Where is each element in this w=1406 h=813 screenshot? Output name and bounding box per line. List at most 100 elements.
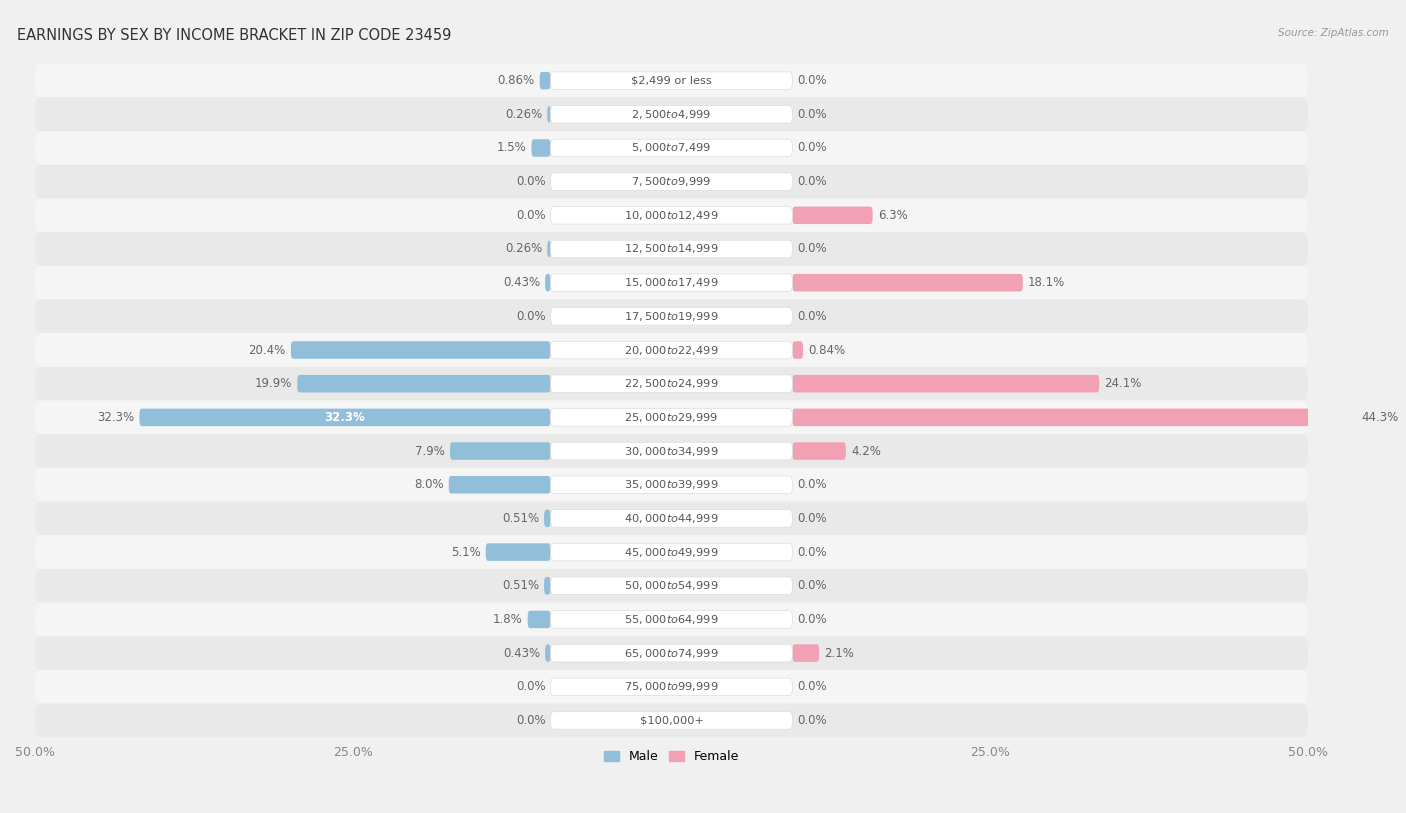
- Text: 5.1%: 5.1%: [451, 546, 481, 559]
- Text: 0.26%: 0.26%: [505, 108, 543, 121]
- Text: 0.0%: 0.0%: [797, 478, 827, 491]
- FancyBboxPatch shape: [551, 577, 793, 594]
- FancyBboxPatch shape: [547, 106, 551, 123]
- Text: $2,500 to $4,999: $2,500 to $4,999: [631, 108, 711, 121]
- FancyBboxPatch shape: [35, 63, 1308, 98]
- Text: 0.0%: 0.0%: [516, 175, 546, 188]
- Text: 0.0%: 0.0%: [797, 175, 827, 188]
- FancyBboxPatch shape: [531, 139, 551, 157]
- Text: $12,500 to $14,999: $12,500 to $14,999: [624, 242, 718, 255]
- FancyBboxPatch shape: [450, 442, 551, 460]
- Text: 0.0%: 0.0%: [797, 74, 827, 87]
- FancyBboxPatch shape: [547, 241, 551, 258]
- Text: 0.0%: 0.0%: [797, 714, 827, 727]
- Text: 44.3%: 44.3%: [1361, 411, 1399, 424]
- Text: 0.84%: 0.84%: [808, 344, 845, 357]
- Text: 0.0%: 0.0%: [797, 310, 827, 323]
- FancyBboxPatch shape: [551, 543, 793, 561]
- FancyBboxPatch shape: [551, 72, 793, 89]
- FancyBboxPatch shape: [35, 198, 1308, 233]
- Text: $65,000 to $74,999: $65,000 to $74,999: [624, 646, 718, 659]
- Text: $10,000 to $12,499: $10,000 to $12,499: [624, 209, 718, 222]
- FancyBboxPatch shape: [527, 611, 551, 628]
- FancyBboxPatch shape: [291, 341, 551, 359]
- Text: 0.0%: 0.0%: [516, 209, 546, 222]
- Text: 0.51%: 0.51%: [502, 579, 538, 592]
- FancyBboxPatch shape: [793, 409, 1357, 426]
- Text: Source: ZipAtlas.com: Source: ZipAtlas.com: [1278, 28, 1389, 38]
- FancyBboxPatch shape: [35, 98, 1308, 131]
- FancyBboxPatch shape: [793, 207, 873, 224]
- FancyBboxPatch shape: [551, 341, 793, 359]
- FancyBboxPatch shape: [551, 645, 793, 662]
- Text: 0.0%: 0.0%: [797, 613, 827, 626]
- Text: 0.0%: 0.0%: [797, 546, 827, 559]
- FancyBboxPatch shape: [551, 241, 793, 258]
- FancyBboxPatch shape: [35, 535, 1308, 569]
- FancyBboxPatch shape: [35, 468, 1308, 502]
- FancyBboxPatch shape: [139, 409, 551, 426]
- FancyBboxPatch shape: [551, 375, 793, 393]
- Text: 32.3%: 32.3%: [97, 411, 135, 424]
- FancyBboxPatch shape: [35, 266, 1308, 299]
- FancyBboxPatch shape: [551, 173, 793, 190]
- FancyBboxPatch shape: [35, 569, 1308, 602]
- FancyBboxPatch shape: [551, 106, 793, 123]
- FancyBboxPatch shape: [485, 543, 551, 561]
- Text: EARNINGS BY SEX BY INCOME BRACKET IN ZIP CODE 23459: EARNINGS BY SEX BY INCOME BRACKET IN ZIP…: [17, 28, 451, 43]
- Text: $50,000 to $54,999: $50,000 to $54,999: [624, 579, 718, 592]
- Text: 6.3%: 6.3%: [877, 209, 907, 222]
- FancyBboxPatch shape: [35, 333, 1308, 367]
- Text: $55,000 to $64,999: $55,000 to $64,999: [624, 613, 718, 626]
- Text: 24.1%: 24.1%: [1104, 377, 1142, 390]
- FancyBboxPatch shape: [35, 703, 1308, 737]
- Text: 0.0%: 0.0%: [516, 714, 546, 727]
- Text: $17,500 to $19,999: $17,500 to $19,999: [624, 310, 718, 323]
- Text: $40,000 to $44,999: $40,000 to $44,999: [624, 512, 718, 525]
- FancyBboxPatch shape: [35, 131, 1308, 165]
- Text: 0.0%: 0.0%: [516, 680, 546, 693]
- FancyBboxPatch shape: [544, 577, 551, 594]
- FancyBboxPatch shape: [551, 442, 793, 460]
- Text: $35,000 to $39,999: $35,000 to $39,999: [624, 478, 718, 491]
- FancyBboxPatch shape: [551, 139, 793, 157]
- Text: $25,000 to $29,999: $25,000 to $29,999: [624, 411, 718, 424]
- FancyBboxPatch shape: [551, 611, 793, 628]
- FancyBboxPatch shape: [35, 670, 1308, 703]
- Text: 32.3%: 32.3%: [325, 411, 366, 424]
- Text: 0.0%: 0.0%: [797, 512, 827, 525]
- Legend: Male, Female: Male, Female: [599, 745, 744, 768]
- Text: $45,000 to $49,999: $45,000 to $49,999: [624, 546, 718, 559]
- FancyBboxPatch shape: [551, 678, 793, 696]
- FancyBboxPatch shape: [551, 274, 793, 291]
- Text: 0.26%: 0.26%: [505, 242, 543, 255]
- FancyBboxPatch shape: [35, 367, 1308, 401]
- FancyBboxPatch shape: [793, 274, 1022, 291]
- Text: $22,500 to $24,999: $22,500 to $24,999: [624, 377, 718, 390]
- FancyBboxPatch shape: [546, 645, 551, 662]
- Text: 0.43%: 0.43%: [503, 646, 540, 659]
- FancyBboxPatch shape: [793, 341, 803, 359]
- FancyBboxPatch shape: [551, 307, 793, 325]
- Text: 0.51%: 0.51%: [502, 512, 538, 525]
- FancyBboxPatch shape: [449, 476, 551, 493]
- Text: 18.1%: 18.1%: [1028, 276, 1066, 289]
- FancyBboxPatch shape: [35, 434, 1308, 468]
- Text: $100,000+: $100,000+: [640, 715, 703, 725]
- Text: 4.2%: 4.2%: [851, 445, 880, 458]
- FancyBboxPatch shape: [793, 442, 846, 460]
- Text: 1.8%: 1.8%: [494, 613, 523, 626]
- Text: 2.1%: 2.1%: [824, 646, 853, 659]
- FancyBboxPatch shape: [297, 375, 551, 393]
- Text: $20,000 to $22,499: $20,000 to $22,499: [624, 344, 718, 357]
- Text: $5,000 to $7,499: $5,000 to $7,499: [631, 141, 711, 154]
- Text: 0.43%: 0.43%: [503, 276, 540, 289]
- Text: $7,500 to $9,999: $7,500 to $9,999: [631, 175, 711, 188]
- FancyBboxPatch shape: [546, 274, 551, 291]
- Text: 0.0%: 0.0%: [797, 141, 827, 154]
- Text: 8.0%: 8.0%: [413, 478, 444, 491]
- Text: 0.0%: 0.0%: [797, 108, 827, 121]
- FancyBboxPatch shape: [793, 375, 1099, 393]
- FancyBboxPatch shape: [35, 502, 1308, 535]
- FancyBboxPatch shape: [35, 233, 1308, 266]
